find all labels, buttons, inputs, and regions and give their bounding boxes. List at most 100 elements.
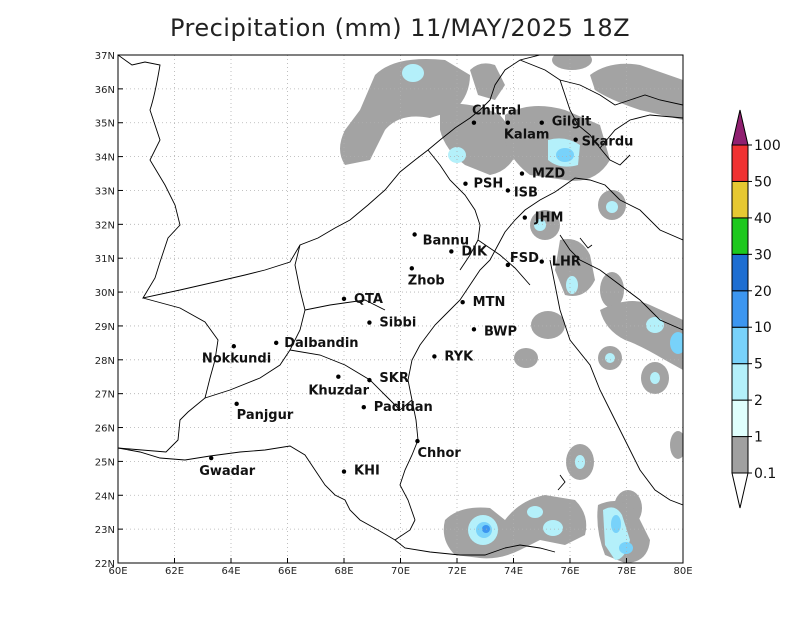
city-label: Bannu <box>423 233 469 248</box>
colorbar-segment <box>731 217 749 255</box>
y-tick-label: 27N <box>95 390 115 401</box>
colorbar-under-triangle <box>731 472 749 509</box>
colorbar-segment <box>731 436 749 474</box>
x-axis: 60E 62E 64E 66E 68E 70E 72E 74E 76E 78E 80E <box>108 558 693 577</box>
y-tick-label: 30N <box>95 288 115 299</box>
city-marker <box>341 469 347 474</box>
city-marker <box>367 320 372 325</box>
x-tick-label: 70E <box>391 566 410 577</box>
colorbar-label: 0.1 <box>754 466 776 482</box>
city-marker <box>231 344 237 349</box>
city-marker <box>539 259 544 264</box>
city-label: Skardu <box>582 135 634 150</box>
city-label: Panjgur <box>237 408 294 423</box>
city-marker <box>471 327 477 332</box>
map-grid <box>118 55 683 563</box>
city-marker <box>519 171 525 176</box>
map-borders <box>118 55 683 556</box>
y-tick-label: 37N <box>95 51 115 62</box>
city-label: RYK <box>444 349 474 364</box>
city-label: PSH <box>473 177 503 192</box>
city-marker <box>505 120 511 125</box>
y-tick-label: 28N <box>95 356 115 367</box>
city-marker <box>415 438 420 444</box>
city-marker <box>336 374 341 379</box>
y-tick-label: 23N <box>95 525 115 536</box>
city-label: Khuzdar <box>308 384 369 399</box>
x-tick-label: 66E <box>278 566 297 577</box>
city-marker <box>449 249 454 254</box>
city-label: Padidan <box>374 400 433 415</box>
city-marker <box>361 405 366 410</box>
precip-field <box>340 55 683 563</box>
colorbar-label: 2 <box>754 393 763 409</box>
city-label: Zhob <box>408 273 445 288</box>
city-label: MTN <box>473 295 506 310</box>
x-tick-label: 60E <box>108 566 127 577</box>
colorbar-label: 5 <box>754 357 763 373</box>
x-tick-label: 78E <box>617 566 636 577</box>
city-label: Gwadar <box>199 464 256 479</box>
city-label: JHM <box>534 211 564 226</box>
x-tick-label: 68E <box>334 566 353 577</box>
city-marker <box>460 300 465 305</box>
colorbar-segment <box>731 326 749 365</box>
x-tick-label: 64E <box>221 566 240 577</box>
city-label: Gilgit <box>552 115 592 130</box>
y-tick-label: 24N <box>95 491 115 502</box>
colorbar-over-triangle <box>731 109 749 146</box>
colorbar-label: 40 <box>754 211 772 227</box>
city-marker <box>539 120 544 125</box>
city-label: Sibbi <box>379 316 416 331</box>
city-label: Chhor <box>417 446 461 461</box>
city-label: MZD <box>532 167 565 182</box>
city-label: BWP <box>484 324 517 339</box>
city-marker <box>505 262 511 268</box>
colorbar-label: 30 <box>754 247 772 263</box>
city-label: QTA <box>354 292 383 307</box>
colorbar-segment <box>731 180 749 219</box>
colorbar-label: 1 <box>754 430 763 446</box>
city-label: SKR <box>379 371 408 386</box>
map-title: Precipitation (mm) 11/MAY/2025 18Z <box>169 14 631 42</box>
colorbar-segment <box>731 253 749 292</box>
city-label: KHI <box>354 464 380 479</box>
city-marker <box>274 340 279 346</box>
city-label: FSD <box>510 251 539 266</box>
y-axis: 22N 23N 24N 25N 26N 27N 28N 29N 30N 31N 32N 33N 34N 3… <box>95 51 123 570</box>
y-tick-label: 35N <box>95 119 115 130</box>
x-tick-label: 62E <box>165 566 184 577</box>
city-marker <box>367 377 372 383</box>
city-marker <box>463 181 468 186</box>
y-tick-label: 31N <box>95 254 115 265</box>
colorbar-label: 100 <box>754 138 781 154</box>
colorbar-label: 50 <box>754 174 772 190</box>
y-tick-label: 29N <box>95 322 115 333</box>
city-label: Chitral <box>472 104 521 119</box>
x-tick-label: 76E <box>560 566 579 577</box>
colorbar-segment <box>731 399 749 438</box>
city-marker <box>412 232 417 237</box>
x-tick-label: 80E <box>673 566 692 577</box>
x-tick-label: 74E <box>504 566 523 577</box>
city-marker <box>522 215 527 220</box>
city-marker <box>234 401 239 407</box>
y-tick-label: 25N <box>95 457 115 468</box>
city-marker <box>209 455 214 461</box>
city-label: LHR <box>552 255 581 270</box>
city-marker <box>432 354 437 359</box>
y-tick-label: 32N <box>95 220 115 231</box>
colorbar-segment <box>731 290 749 328</box>
colorbar-segment <box>731 363 749 401</box>
city-marker <box>409 266 414 271</box>
city-label: Nokkundi <box>202 351 271 366</box>
city-marker <box>573 137 578 142</box>
city-marker <box>471 120 477 125</box>
city-label: Dalbandin <box>284 336 358 351</box>
city-marker <box>505 188 511 193</box>
city-marker <box>341 296 347 302</box>
city-label: Kalam <box>504 128 550 143</box>
city-label: DIK <box>461 244 488 259</box>
